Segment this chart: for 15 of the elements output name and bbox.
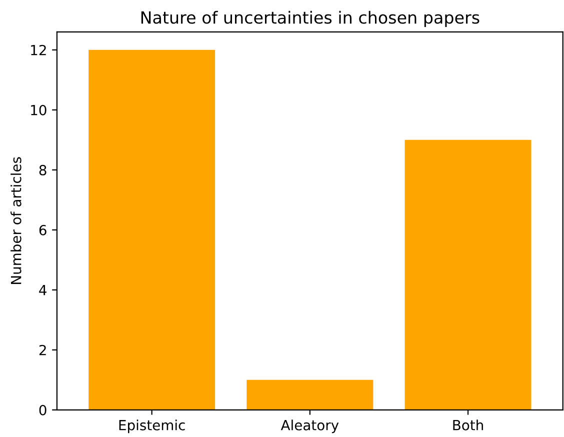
- y-tick-label: 12: [31, 44, 46, 56]
- bar: [246, 380, 374, 410]
- y-tick-label: 6: [39, 224, 46, 236]
- x-tick-label: Both: [453, 420, 483, 430]
- y-tick-label: 2: [39, 344, 46, 356]
- y-tick-label: 4: [39, 285, 46, 296]
- x-tick-label: Aleatory: [280, 420, 339, 434]
- chart-title: Nature of uncertainties in chosen papers: [141, 10, 480, 28]
- y-axis-title: Number of articles: [10, 157, 22, 284]
- y-tick-label: 8: [39, 164, 46, 176]
- bar: [404, 140, 532, 410]
- y-tick-label: 10: [31, 104, 46, 116]
- y-tick-label: 0: [39, 404, 46, 416]
- x-tick-label: Epistemic: [119, 420, 185, 434]
- bar: [88, 50, 216, 410]
